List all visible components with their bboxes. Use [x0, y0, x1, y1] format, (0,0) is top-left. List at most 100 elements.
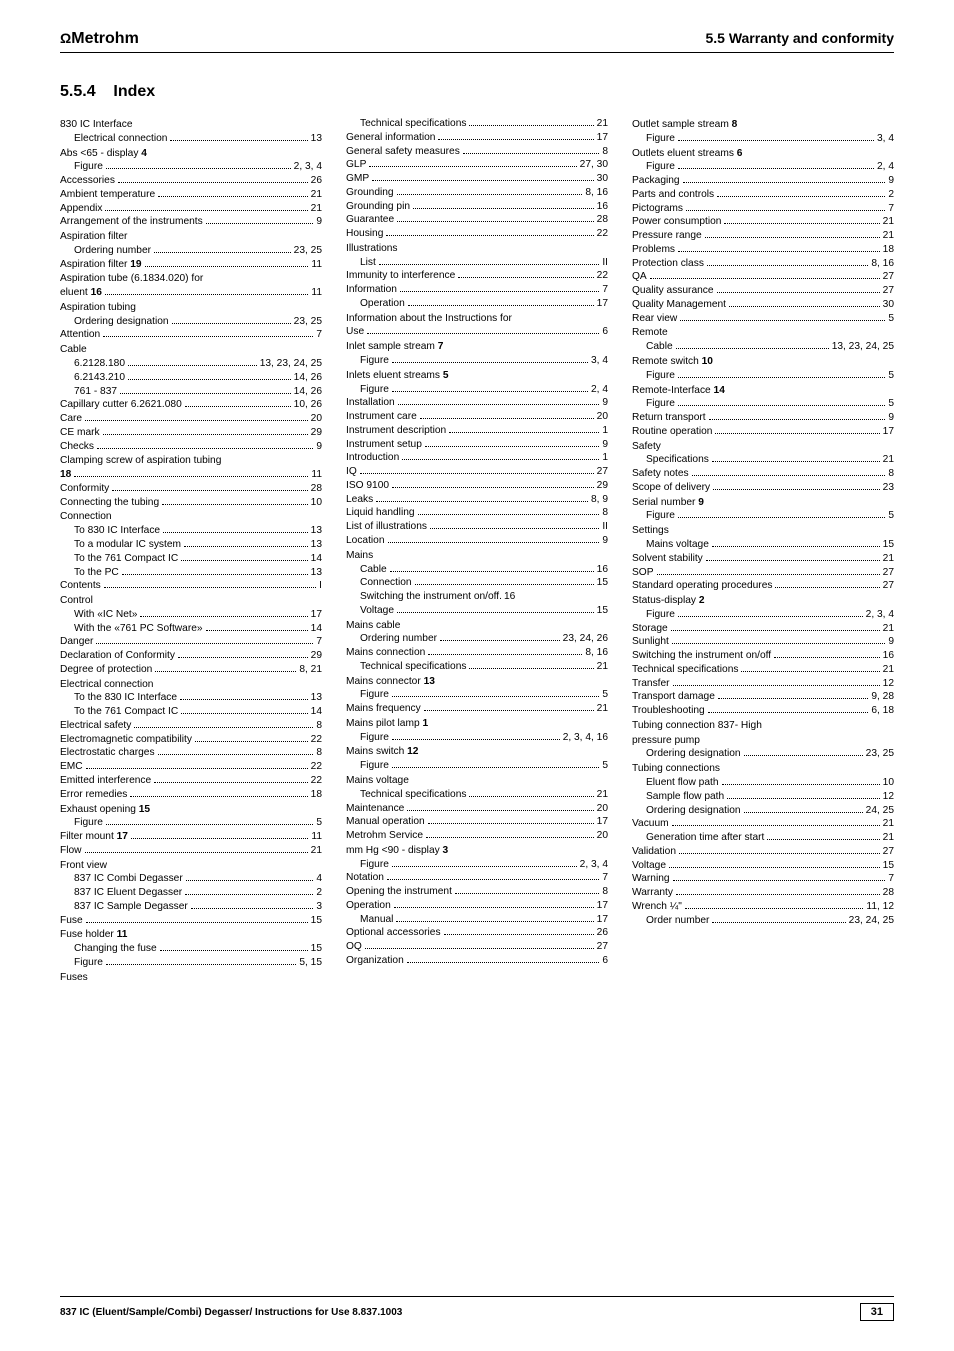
index-entry-leader	[685, 908, 864, 909]
index-entry: Routine operation 17	[632, 425, 894, 439]
index-entry-label: Checks	[60, 440, 94, 454]
index-entry: Conformity28	[60, 482, 322, 496]
index-entry: Mains connection8, 16	[346, 646, 608, 660]
index-entry-label: Instrument care	[346, 410, 417, 424]
index-entry-label: To the 761 Compact IC	[74, 705, 178, 719]
index-entry-page: 8, 16	[585, 646, 608, 660]
index-entry-label: Use	[346, 325, 364, 339]
index-entry-page: 28	[883, 886, 894, 900]
index-entry: Figure5	[346, 759, 608, 773]
index-entry-leader	[162, 504, 308, 505]
index-entry-label: Warranty	[632, 886, 673, 900]
index-entry-page: 15	[311, 942, 322, 956]
index-entry: Figure2, 3, 4	[346, 858, 608, 872]
index-entry-leader	[397, 612, 594, 613]
index-entry-label: Electrical connection	[60, 678, 153, 692]
index-entry-leader	[181, 713, 307, 714]
index-entry-label: Routine operation	[632, 425, 712, 439]
index-entry: Connection15	[346, 576, 608, 590]
index-entry: 6.2143.21014, 26	[60, 371, 322, 385]
index-entry: 837 IC Sample Degasser3	[60, 900, 322, 914]
index-entry-page: 17	[883, 425, 894, 439]
index-entry-page: 8	[888, 467, 894, 481]
index-entry-page: 21	[883, 622, 894, 636]
index-entry-label: Maintenance	[346, 802, 404, 816]
index-entry-label: Notation	[346, 871, 384, 885]
index-entry-leader	[420, 418, 594, 419]
index-entry-label: Scope of delivery	[632, 481, 710, 495]
index-entry-page: 11	[311, 286, 322, 300]
index-entry: Transport damage9, 28	[632, 690, 894, 704]
index-entry: GMP30	[346, 172, 608, 186]
index-entry: Aspiration filter	[60, 230, 322, 244]
index-entry: Electromagnetic compatibility22	[60, 733, 322, 747]
index-entry-leader	[145, 266, 309, 267]
index-entry-label: Control	[60, 594, 93, 608]
index-entry: Information7	[346, 283, 608, 297]
index-entry-label: Problems	[632, 243, 675, 257]
index-entry-label: Safety notes	[632, 467, 689, 481]
index-entry-leader	[360, 473, 594, 474]
index-entry-label: Optional accessories	[346, 926, 441, 940]
index-entry-label: 18	[60, 468, 71, 482]
index-entry-page: 23, 24, 25	[849, 914, 894, 928]
index-entry-page: 5	[602, 688, 608, 702]
index-entry: Safety	[632, 440, 894, 454]
index-entry-leader	[369, 166, 576, 167]
index-entry: GLP27, 30	[346, 158, 608, 172]
index-entry: Outlets eluent streams 6	[632, 147, 894, 161]
index-column-2: Technical specifications21General inform…	[346, 117, 608, 1351]
index-entry-label: Warning	[632, 872, 670, 886]
index-entry-label: Figure	[646, 132, 675, 146]
index-entry-page: 22	[311, 733, 322, 747]
index-entry-leader	[104, 587, 316, 588]
index-entry-label: QA	[632, 270, 647, 284]
index-entry-label: Fuse	[60, 914, 83, 928]
index-entry-page: 3	[316, 900, 322, 914]
index-heading: 5.5.4 Index	[60, 83, 894, 101]
index-entry-page: 26	[311, 174, 322, 188]
index-entry-page: 22	[597, 227, 608, 241]
index-entry-label: 6.2128.180	[74, 357, 125, 371]
index-entry-page: 17	[311, 608, 322, 622]
index-entry: Cable13, 23, 24, 25	[632, 340, 894, 354]
index-entry-label: To the 761 Compact IC	[74, 552, 178, 566]
index-entry-page: 21	[311, 188, 322, 202]
index-entry-leader	[678, 168, 874, 169]
index-entry-label: Installation	[346, 396, 395, 410]
index-entry-page: 14, 26	[294, 385, 322, 399]
index-entry: Ordering number 23, 25	[60, 244, 322, 258]
index-entry-label: Quality assurance	[632, 284, 714, 298]
index-entry-label: Wrench ¼"	[632, 900, 682, 914]
index-entry-page: 21	[311, 844, 322, 858]
index-entry: With «IC Net»17	[60, 608, 322, 622]
index-entry-page: 27	[597, 465, 608, 479]
index-entry-label: Ordering number	[74, 244, 151, 258]
index-entry-label: Appendix	[60, 202, 102, 216]
index-entry-page: 27	[883, 566, 894, 580]
index-entry-label: Technical specifications	[360, 660, 466, 674]
index-entry-page: 20	[597, 410, 608, 424]
index-entry: Opening the instrument8	[346, 885, 608, 899]
brand: ΩMetrohm	[60, 30, 139, 48]
index-entry-label: Transfer	[632, 677, 670, 691]
index-entry-page: 23, 25	[294, 244, 322, 258]
index-entry-leader	[715, 433, 879, 434]
index-entry: Safety notes 8	[632, 467, 894, 481]
index-entry-label: Transport damage	[632, 690, 715, 704]
index-entry-page: 27	[883, 270, 894, 284]
index-entry: Switching the instrument on/off.16	[346, 590, 608, 604]
index-entry: Technical specifications21	[346, 660, 608, 674]
index-entry-label: Cable	[646, 340, 673, 354]
index-entry-page: 3, 4	[877, 132, 894, 146]
index-entry: Changing the fuse15	[60, 942, 322, 956]
index-entry: Scope of delivery23	[632, 481, 894, 495]
section-title: 5.5 Warranty and conformity	[705, 30, 894, 46]
index-entry-leader	[394, 907, 594, 908]
index-entry: Illustrations	[346, 242, 608, 256]
index-entry-leader	[713, 489, 880, 490]
index-entry: Protection class8, 16	[632, 257, 894, 271]
index-entry-label: 837 IC Eluent Degasser	[74, 886, 182, 900]
index-entry-page: 7	[316, 328, 322, 342]
index-entry-label: Settings	[632, 524, 669, 538]
